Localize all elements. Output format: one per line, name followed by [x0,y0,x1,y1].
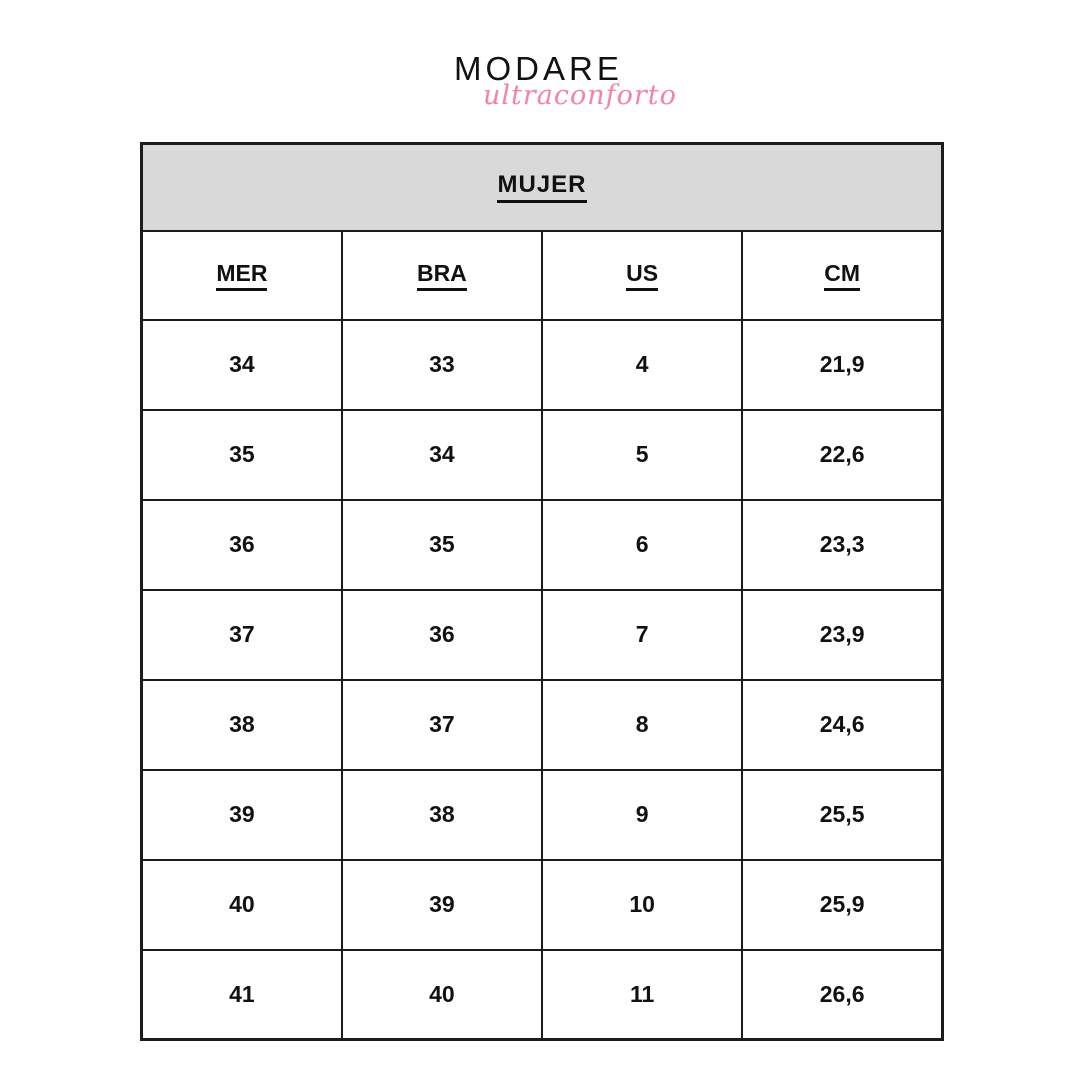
size-cell-bra: 39 [340,858,544,951]
size-cell-mer: 34 [140,318,343,411]
size-cell-bra: 34 [340,408,544,501]
table-row: 38 37 8 24,6 [140,678,944,771]
size-cell-mer: 35 [140,408,343,501]
table-row: 37 36 7 23,9 [140,588,944,681]
table-row: 41 40 11 26,6 [140,948,944,1041]
table-row: 35 34 5 22,6 [140,408,944,501]
size-cell-us: 10 [540,858,744,951]
size-cell-bra: 37 [340,678,544,771]
size-cell-bra: 33 [340,318,544,411]
size-cell-cm: 24,6 [741,678,944,771]
size-cell-cm: 26,6 [741,948,944,1041]
table-row: 40 39 10 25,9 [140,858,944,951]
column-header-us: US [540,229,744,321]
size-cell-us: 8 [540,678,744,771]
table-body: 34 33 4 21,9 35 34 5 22,6 36 35 6 23,3 [140,318,944,1041]
size-cell-cm: 23,9 [741,588,944,681]
column-header-row: MER BRA US CM [140,229,944,321]
size-cell-mer: 38 [140,678,343,771]
brand-tagline: ultraconforto [483,80,677,111]
table-title: MUJER [140,142,944,232]
size-cell-cm: 25,9 [741,858,944,951]
table-row: 34 33 4 21,9 [140,318,944,411]
size-cell-cm: 23,3 [741,498,944,591]
size-cell-cm: 22,6 [741,408,944,501]
table-row: 36 35 6 23,3 [140,498,944,591]
size-cell-us: 11 [540,948,744,1041]
size-cell-us: 9 [540,768,744,861]
brand-wordmark: MODARE [454,50,623,87]
size-cell-mer: 40 [140,858,343,951]
size-cell-us: 4 [540,318,744,411]
size-cell-bra: 38 [340,768,544,861]
table-title-row: MUJER [140,142,944,232]
size-cell-mer: 37 [140,588,343,681]
size-cell-cm: 21,9 [741,318,944,411]
size-cell-us: 5 [540,408,744,501]
column-header-mer: MER [140,229,343,321]
size-cell-bra: 40 [340,948,544,1041]
table-row: 39 38 9 25,5 [140,768,944,861]
size-cell-cm: 25,5 [741,768,944,861]
size-cell-us: 7 [540,588,744,681]
size-cell-mer: 41 [140,948,343,1041]
size-cell-mer: 39 [140,768,343,861]
size-cell-bra: 36 [340,588,544,681]
table-title-label: MUJER [497,173,587,204]
size-cell-mer: 36 [140,498,343,591]
column-header-cm: CM [741,229,944,321]
size-cell-bra: 35 [340,498,544,591]
size-chart-table: MUJER MER BRA US CM [140,142,944,1041]
size-cell-us: 6 [540,498,744,591]
column-header-bra: BRA [340,229,544,321]
